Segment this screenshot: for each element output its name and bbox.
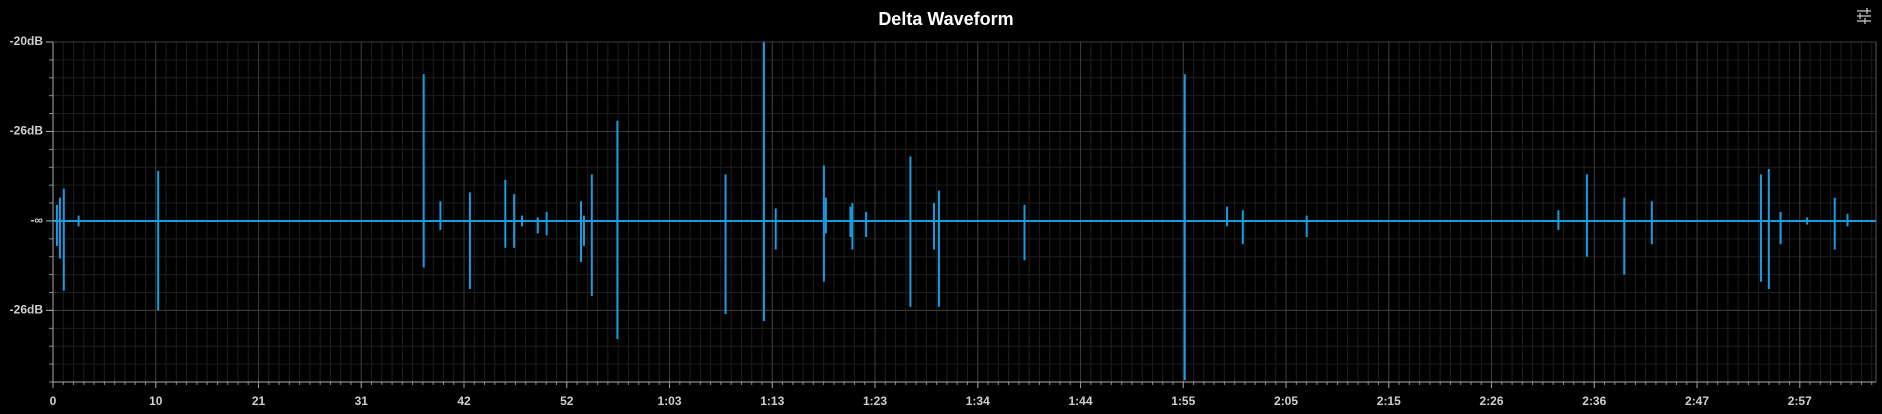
settings-icon[interactable] (1857, 8, 1871, 24)
x-tick-label: 2:57 (1788, 394, 1812, 408)
x-tick-label: 1:03 (658, 394, 682, 408)
x-tick-label: 1:34 (966, 394, 990, 408)
x-tick-label: 2:15 (1377, 394, 1401, 408)
x-tick-label: 1:55 (1171, 394, 1195, 408)
x-tick-label: 2:26 (1480, 394, 1504, 408)
x-tick-label: 2:36 (1582, 394, 1606, 408)
y-tick-label: -20dB (10, 34, 44, 48)
y-tick-label: -26dB (10, 303, 44, 317)
x-tick-label: 21 (252, 394, 266, 408)
x-tick-label: 31 (355, 394, 369, 408)
x-tick-label: 2:05 (1274, 394, 1298, 408)
chart-title: Delta Waveform (878, 9, 1013, 29)
y-tick-label: -∞ (30, 213, 43, 227)
x-tick-label: 1:44 (1069, 394, 1093, 408)
x-tick-label: 1:23 (863, 394, 887, 408)
x-tick-label: 10 (149, 394, 163, 408)
x-tick-label: 2:47 (1685, 394, 1709, 408)
x-tick-label: 1:13 (760, 394, 784, 408)
y-tick-label: -26dB (10, 124, 44, 138)
x-tick-label: 42 (457, 394, 471, 408)
x-tick-label: 0 (50, 394, 57, 408)
x-tick-label: 52 (560, 394, 574, 408)
